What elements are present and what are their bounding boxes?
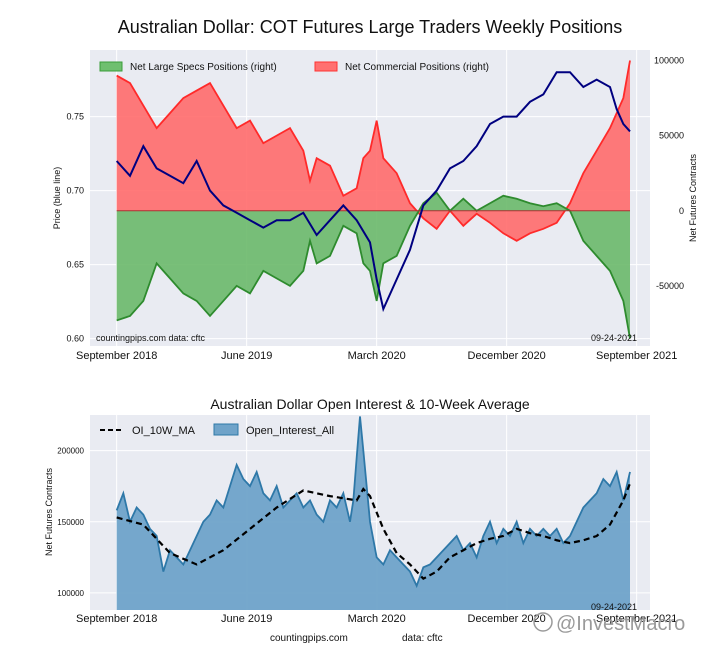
footer-source-data: data: cftc bbox=[402, 633, 443, 644]
chart2-title: Australian Dollar Open Interest & 10-Wee… bbox=[210, 396, 530, 412]
chart1-ylabel-left: Price (blue line) bbox=[52, 167, 62, 230]
chart1-x-tick-label: September 2021 bbox=[596, 350, 677, 362]
chart1-right-tick-label: 0 bbox=[679, 206, 684, 216]
chart1-ylabel-right: Net Futures Contracts bbox=[688, 153, 698, 242]
chart2-x-tick-label: September 2021 bbox=[596, 613, 677, 625]
price-line bbox=[115, 71, 631, 313]
net-commercial-line bbox=[116, 60, 631, 242]
net-specs-line bbox=[116, 191, 631, 339]
chart1-right-tick-label: -50000 bbox=[656, 281, 684, 291]
chart2-x-tick-label: June 2019 bbox=[221, 613, 272, 625]
net-commercial-area bbox=[116, 60, 630, 241]
chart1-right-tick-label: 50000 bbox=[659, 131, 684, 141]
watermark: @InvestMacro bbox=[533, 612, 685, 635]
chart1-x-tick-label: June 2019 bbox=[221, 350, 272, 362]
chart1-left-tick-label: 0.65 bbox=[66, 260, 84, 270]
chart1-title: Australian Dollar: COT Futures Large Tra… bbox=[118, 17, 623, 37]
ma-line bbox=[116, 482, 632, 581]
open-interest-line bbox=[115, 416, 631, 589]
chart2-y-tick-label: 200000 bbox=[57, 447, 84, 456]
chart1-x-tick-label: September 2018 bbox=[76, 350, 157, 362]
chart1-date-label: 09-24-2021 bbox=[591, 333, 637, 343]
chart2-ylabel: Net Futures Contracts bbox=[44, 467, 54, 556]
legend-label-ma: OI_10W_MA bbox=[132, 425, 196, 437]
legend-label-open-interest: Open_Interest_All bbox=[246, 425, 334, 437]
chart1-legend: Net Large Specs Positions (right) Net Co… bbox=[99, 61, 489, 73]
chart1-x-tick-label: March 2020 bbox=[348, 350, 406, 362]
watermark-text: @InvestMacro bbox=[556, 613, 685, 635]
chart2-date-label: 09-24-2021 bbox=[591, 602, 637, 612]
chart2-x-tick-label: September 2018 bbox=[76, 613, 157, 625]
chart1-left-tick-label: 0.75 bbox=[66, 112, 84, 122]
chart1-left-tick-label: 0.60 bbox=[66, 334, 84, 344]
legend-swatch-open-interest bbox=[213, 423, 239, 436]
chart2-ma-line bbox=[116, 482, 632, 581]
legend-label-net-specs: Net Large Specs Positions (right) bbox=[130, 62, 277, 73]
chart2-x-tick-label: March 2020 bbox=[348, 613, 406, 625]
chart2-y-tick-label: 150000 bbox=[57, 518, 84, 527]
legend-swatch-net-specs bbox=[99, 61, 123, 72]
chart1-price-line bbox=[115, 71, 631, 313]
chart2-x-tick-label: December 2020 bbox=[468, 613, 546, 625]
chart1-x-tick-label: December 2020 bbox=[468, 350, 546, 362]
watermark-logo-icon bbox=[533, 612, 553, 632]
chart1-left-tick-label: 0.70 bbox=[66, 186, 84, 196]
footer-source-site: countingpips.com bbox=[270, 633, 348, 644]
chart2-ticks: 100000 150000 200000 September 2018 June 201… bbox=[57, 447, 677, 625]
chart1-right-tick-label: 100000 bbox=[654, 56, 684, 66]
chart2-open-interest-area bbox=[115, 416, 631, 610]
open-interest-area bbox=[116, 416, 630, 610]
legend-swatch-net-commercial bbox=[314, 61, 338, 72]
chart1-watermark: countingpips.com data: cftc bbox=[96, 333, 206, 343]
chart2-legend: OI_10W_MA Open_Interest_All bbox=[100, 423, 334, 437]
chart1-ticks: 0.60 0.65 0.70 0.75 -50000 0 50000 100000 Septem… bbox=[66, 56, 684, 362]
chart2-y-tick-label: 100000 bbox=[57, 589, 84, 598]
legend-label-net-commercial: Net Commercial Positions (right) bbox=[345, 62, 489, 73]
